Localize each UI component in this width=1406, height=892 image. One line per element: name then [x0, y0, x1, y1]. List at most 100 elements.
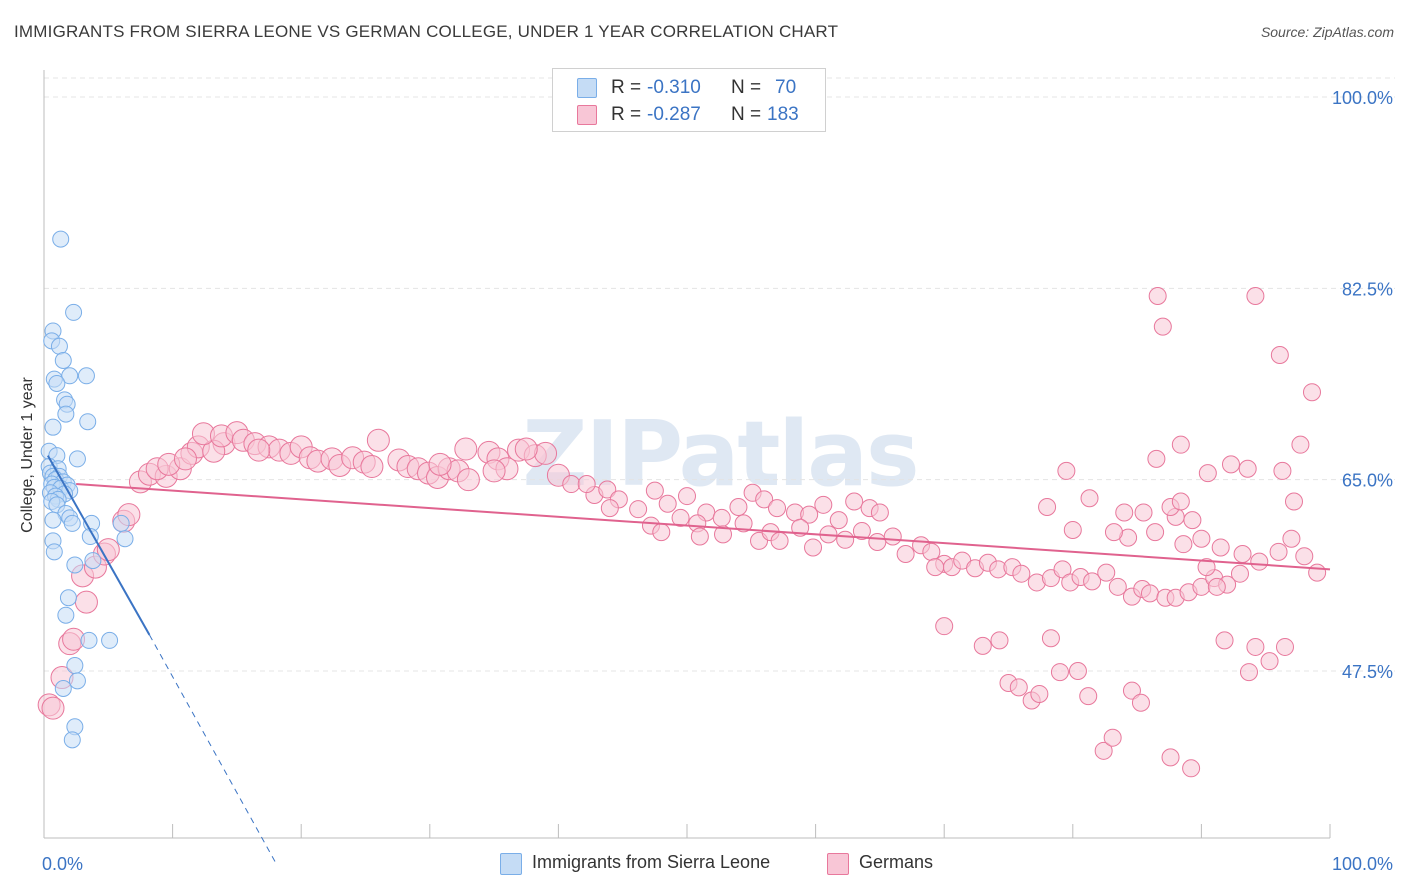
germans-point: [360, 455, 384, 479]
germans-point: [870, 503, 889, 522]
germans-point: [1182, 759, 1201, 778]
sierra-leone-point: [112, 514, 130, 532]
sierra-leone-point: [44, 511, 62, 529]
legend-row-sierra-leone: R = -0.310 N = 70: [553, 74, 825, 100]
germans-point: [836, 530, 855, 549]
germans-point: [598, 480, 617, 499]
sierra-leone-point: [66, 657, 84, 675]
germans-point: [1079, 687, 1098, 706]
legend-swatch-blue: [500, 853, 522, 875]
germans-point: [1308, 563, 1327, 582]
germans-point: [1269, 542, 1288, 561]
legend-label: Immigrants from Sierra Leone: [532, 852, 771, 872]
germans-point: [671, 508, 690, 527]
germans-point: [922, 542, 941, 561]
germans-point: [577, 475, 596, 494]
sierra-leone-point: [79, 413, 97, 431]
sierra-leone-point: [63, 514, 81, 532]
germans-point: [1097, 563, 1116, 582]
germans-point: [734, 514, 753, 533]
sierra-leone-point: [44, 418, 62, 436]
germans-point: [678, 487, 696, 506]
legend-item-sierra-leone: Immigrants from Sierra Leone: [500, 852, 810, 876]
germans-point: [1275, 637, 1294, 656]
germans-point: [1030, 684, 1049, 703]
germans-point: [456, 468, 480, 492]
germans-point: [729, 498, 748, 516]
chart-source: Source: ZipAtlas.com: [1260, 24, 1394, 40]
germans-point: [1094, 741, 1113, 760]
sierra-leone-point: [50, 337, 68, 355]
germans-point: [600, 499, 619, 518]
germans-point: [645, 481, 664, 500]
germans-point: [1146, 523, 1165, 542]
sierra-leone-trendline: [46, 455, 151, 636]
germans-point: [1108, 577, 1127, 596]
germans-point: [1197, 558, 1216, 577]
germans-point: [1009, 678, 1028, 697]
germans-point: [1174, 535, 1193, 554]
germans-point: [1207, 577, 1226, 596]
germans-point: [768, 499, 787, 518]
sierra-leone-point: [77, 367, 95, 385]
germans-point: [173, 447, 197, 471]
germans-point: [1233, 545, 1252, 564]
sierra-leone-point: [63, 731, 81, 749]
sierra-leone-point: [116, 530, 134, 548]
germans-point: [1038, 498, 1057, 516]
stats-legend: R = -0.310 N = 70 R = -0.287 N = 183: [552, 68, 826, 132]
germans-point: [935, 617, 954, 636]
sierra-leone-point: [65, 303, 83, 321]
germans-point: [800, 505, 819, 524]
legend-item-germans: Germans: [827, 852, 957, 876]
germans-point: [658, 494, 677, 513]
germans-point: [1270, 346, 1289, 365]
germans-point: [1250, 552, 1269, 571]
germans-point: [1148, 286, 1167, 305]
germans-point: [690, 527, 709, 546]
germans-point: [1246, 637, 1265, 656]
germans-point: [1284, 492, 1303, 511]
germans-point: [1221, 455, 1240, 474]
germans-point: [1211, 538, 1230, 557]
sierra-leone-point: [80, 631, 98, 649]
x-tick-label-max: 100.0%: [1332, 854, 1393, 874]
germans-point: [1041, 629, 1060, 648]
germans-point: [926, 558, 945, 577]
germans-point: [973, 636, 992, 655]
sierra-leone-point: [45, 543, 63, 561]
germans-point: [712, 508, 731, 527]
germans-point: [1161, 748, 1180, 767]
legend-swatch-pink: [577, 105, 597, 125]
germans-point: [829, 511, 848, 530]
germans-point: [1140, 584, 1159, 603]
germans-point: [1291, 435, 1310, 454]
sierra-leone-point: [84, 552, 102, 570]
germans-point: [514, 437, 538, 461]
germans-point: [770, 531, 789, 550]
germans-point: [1080, 489, 1099, 508]
germans-point: [534, 441, 558, 465]
germans-point: [1282, 529, 1301, 548]
germans-point: [1050, 663, 1069, 682]
germans-point: [1012, 564, 1031, 583]
germans-point: [1239, 663, 1258, 682]
sierra-leone-point: [68, 450, 86, 468]
legend-n-label: N =: [731, 77, 762, 98]
germans-point: [1115, 503, 1134, 522]
germans-point: [482, 459, 506, 483]
sierra-leone-point: [54, 679, 72, 697]
sierra-leone-trendline-extension: [149, 634, 276, 863]
legend-n-value: 183: [767, 104, 799, 125]
legend-n-value: 70: [775, 77, 797, 98]
germans-point: [1260, 652, 1279, 671]
germans-point: [1171, 435, 1190, 454]
germans-point: [629, 500, 648, 519]
germans-point: [714, 525, 733, 544]
legend-r-label: R =: [611, 104, 642, 125]
sierra-leone-point: [59, 589, 77, 607]
sierra-leone-point: [57, 606, 75, 624]
germans-point: [1083, 572, 1102, 591]
germans-point: [1302, 383, 1321, 402]
legend-label: Germans: [859, 852, 934, 872]
